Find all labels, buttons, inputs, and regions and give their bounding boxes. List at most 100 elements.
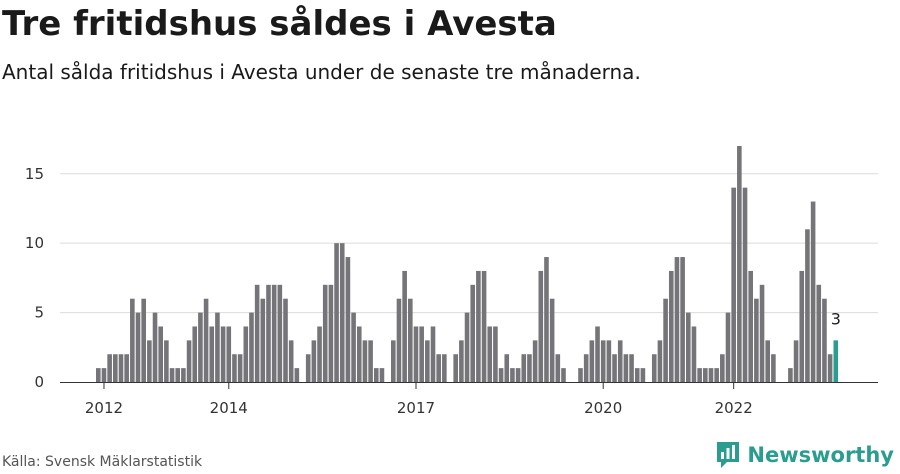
bar — [589, 340, 595, 382]
x-tick-label: 2014 — [210, 399, 248, 417]
bar — [606, 340, 612, 382]
y-tick-label: 5 — [34, 304, 44, 322]
bar — [260, 298, 266, 382]
bar — [697, 368, 702, 382]
bar — [237, 354, 243, 382]
bar — [504, 354, 510, 382]
bar — [629, 354, 634, 382]
bar — [765, 340, 771, 382]
bar — [283, 298, 288, 382]
bar — [771, 354, 776, 382]
bar — [152, 312, 158, 382]
bar — [130, 298, 135, 382]
bar — [459, 340, 464, 382]
bar — [822, 298, 827, 382]
bar — [759, 284, 765, 382]
bar — [617, 340, 623, 382]
bar — [487, 326, 493, 382]
bar — [742, 187, 748, 382]
bar — [703, 368, 708, 382]
bar — [345, 257, 351, 382]
bar-highlight — [833, 340, 839, 382]
bar — [600, 340, 606, 382]
bar — [663, 298, 668, 382]
bar — [294, 368, 300, 382]
bar — [271, 284, 277, 382]
bar — [720, 354, 725, 382]
x-tick-label: 2022 — [715, 399, 753, 417]
bar — [725, 312, 731, 382]
bar — [470, 284, 476, 382]
bar — [555, 354, 561, 382]
y-tick-label: 0 — [34, 373, 44, 391]
bar — [668, 270, 674, 382]
bar — [141, 298, 146, 382]
bar — [549, 298, 555, 382]
bar — [737, 146, 742, 382]
bar — [254, 284, 260, 382]
bar — [288, 340, 294, 382]
bar — [425, 340, 430, 382]
bar — [748, 270, 753, 382]
bar — [186, 340, 192, 382]
bar — [680, 257, 685, 382]
x-tick-label: 2020 — [584, 399, 622, 417]
bar — [481, 270, 487, 382]
bar — [209, 326, 215, 382]
bar — [521, 354, 527, 382]
bar — [583, 354, 589, 382]
bar — [464, 312, 470, 382]
bar — [436, 354, 441, 382]
bar — [538, 270, 544, 382]
bar — [164, 340, 169, 382]
bar — [799, 270, 805, 382]
bar — [266, 284, 271, 382]
bar — [339, 243, 345, 382]
x-tick-label: 2012 — [85, 399, 123, 417]
bar — [396, 298, 402, 382]
bar — [356, 326, 362, 382]
chart-title: Tre fritidshus såldes i Avesta — [2, 4, 557, 44]
bar — [810, 201, 816, 382]
bar — [351, 312, 356, 382]
bar — [453, 354, 458, 382]
bar — [368, 340, 373, 382]
bar — [379, 368, 385, 382]
bar — [623, 354, 629, 382]
bar — [515, 368, 521, 382]
bar — [498, 368, 504, 382]
bar — [510, 368, 515, 382]
bar — [685, 312, 691, 382]
brand-name: Newsworthy — [747, 443, 894, 467]
bar — [640, 368, 646, 382]
bar — [305, 354, 311, 382]
bar — [147, 340, 152, 382]
bar — [708, 368, 714, 382]
bar — [243, 326, 249, 382]
bar — [175, 368, 181, 382]
bar — [442, 354, 447, 382]
bar — [634, 368, 640, 382]
bar — [754, 298, 759, 382]
y-tick-label: 10 — [25, 234, 44, 252]
bar — [158, 326, 164, 382]
bar — [816, 284, 822, 382]
bar — [249, 312, 254, 382]
bar — [657, 340, 663, 382]
bar — [788, 368, 793, 382]
bar — [311, 340, 317, 382]
bar — [793, 340, 799, 382]
bar — [124, 354, 129, 382]
bar — [220, 326, 226, 382]
bar — [544, 257, 549, 382]
bar — [328, 284, 334, 382]
bar — [408, 298, 413, 382]
bar — [674, 257, 680, 382]
bar — [714, 368, 719, 382]
bar — [390, 340, 396, 382]
bar — [192, 326, 198, 382]
bar — [805, 229, 810, 382]
bar — [578, 368, 583, 382]
x-tick-label: 2017 — [397, 399, 435, 417]
bar — [561, 368, 566, 382]
